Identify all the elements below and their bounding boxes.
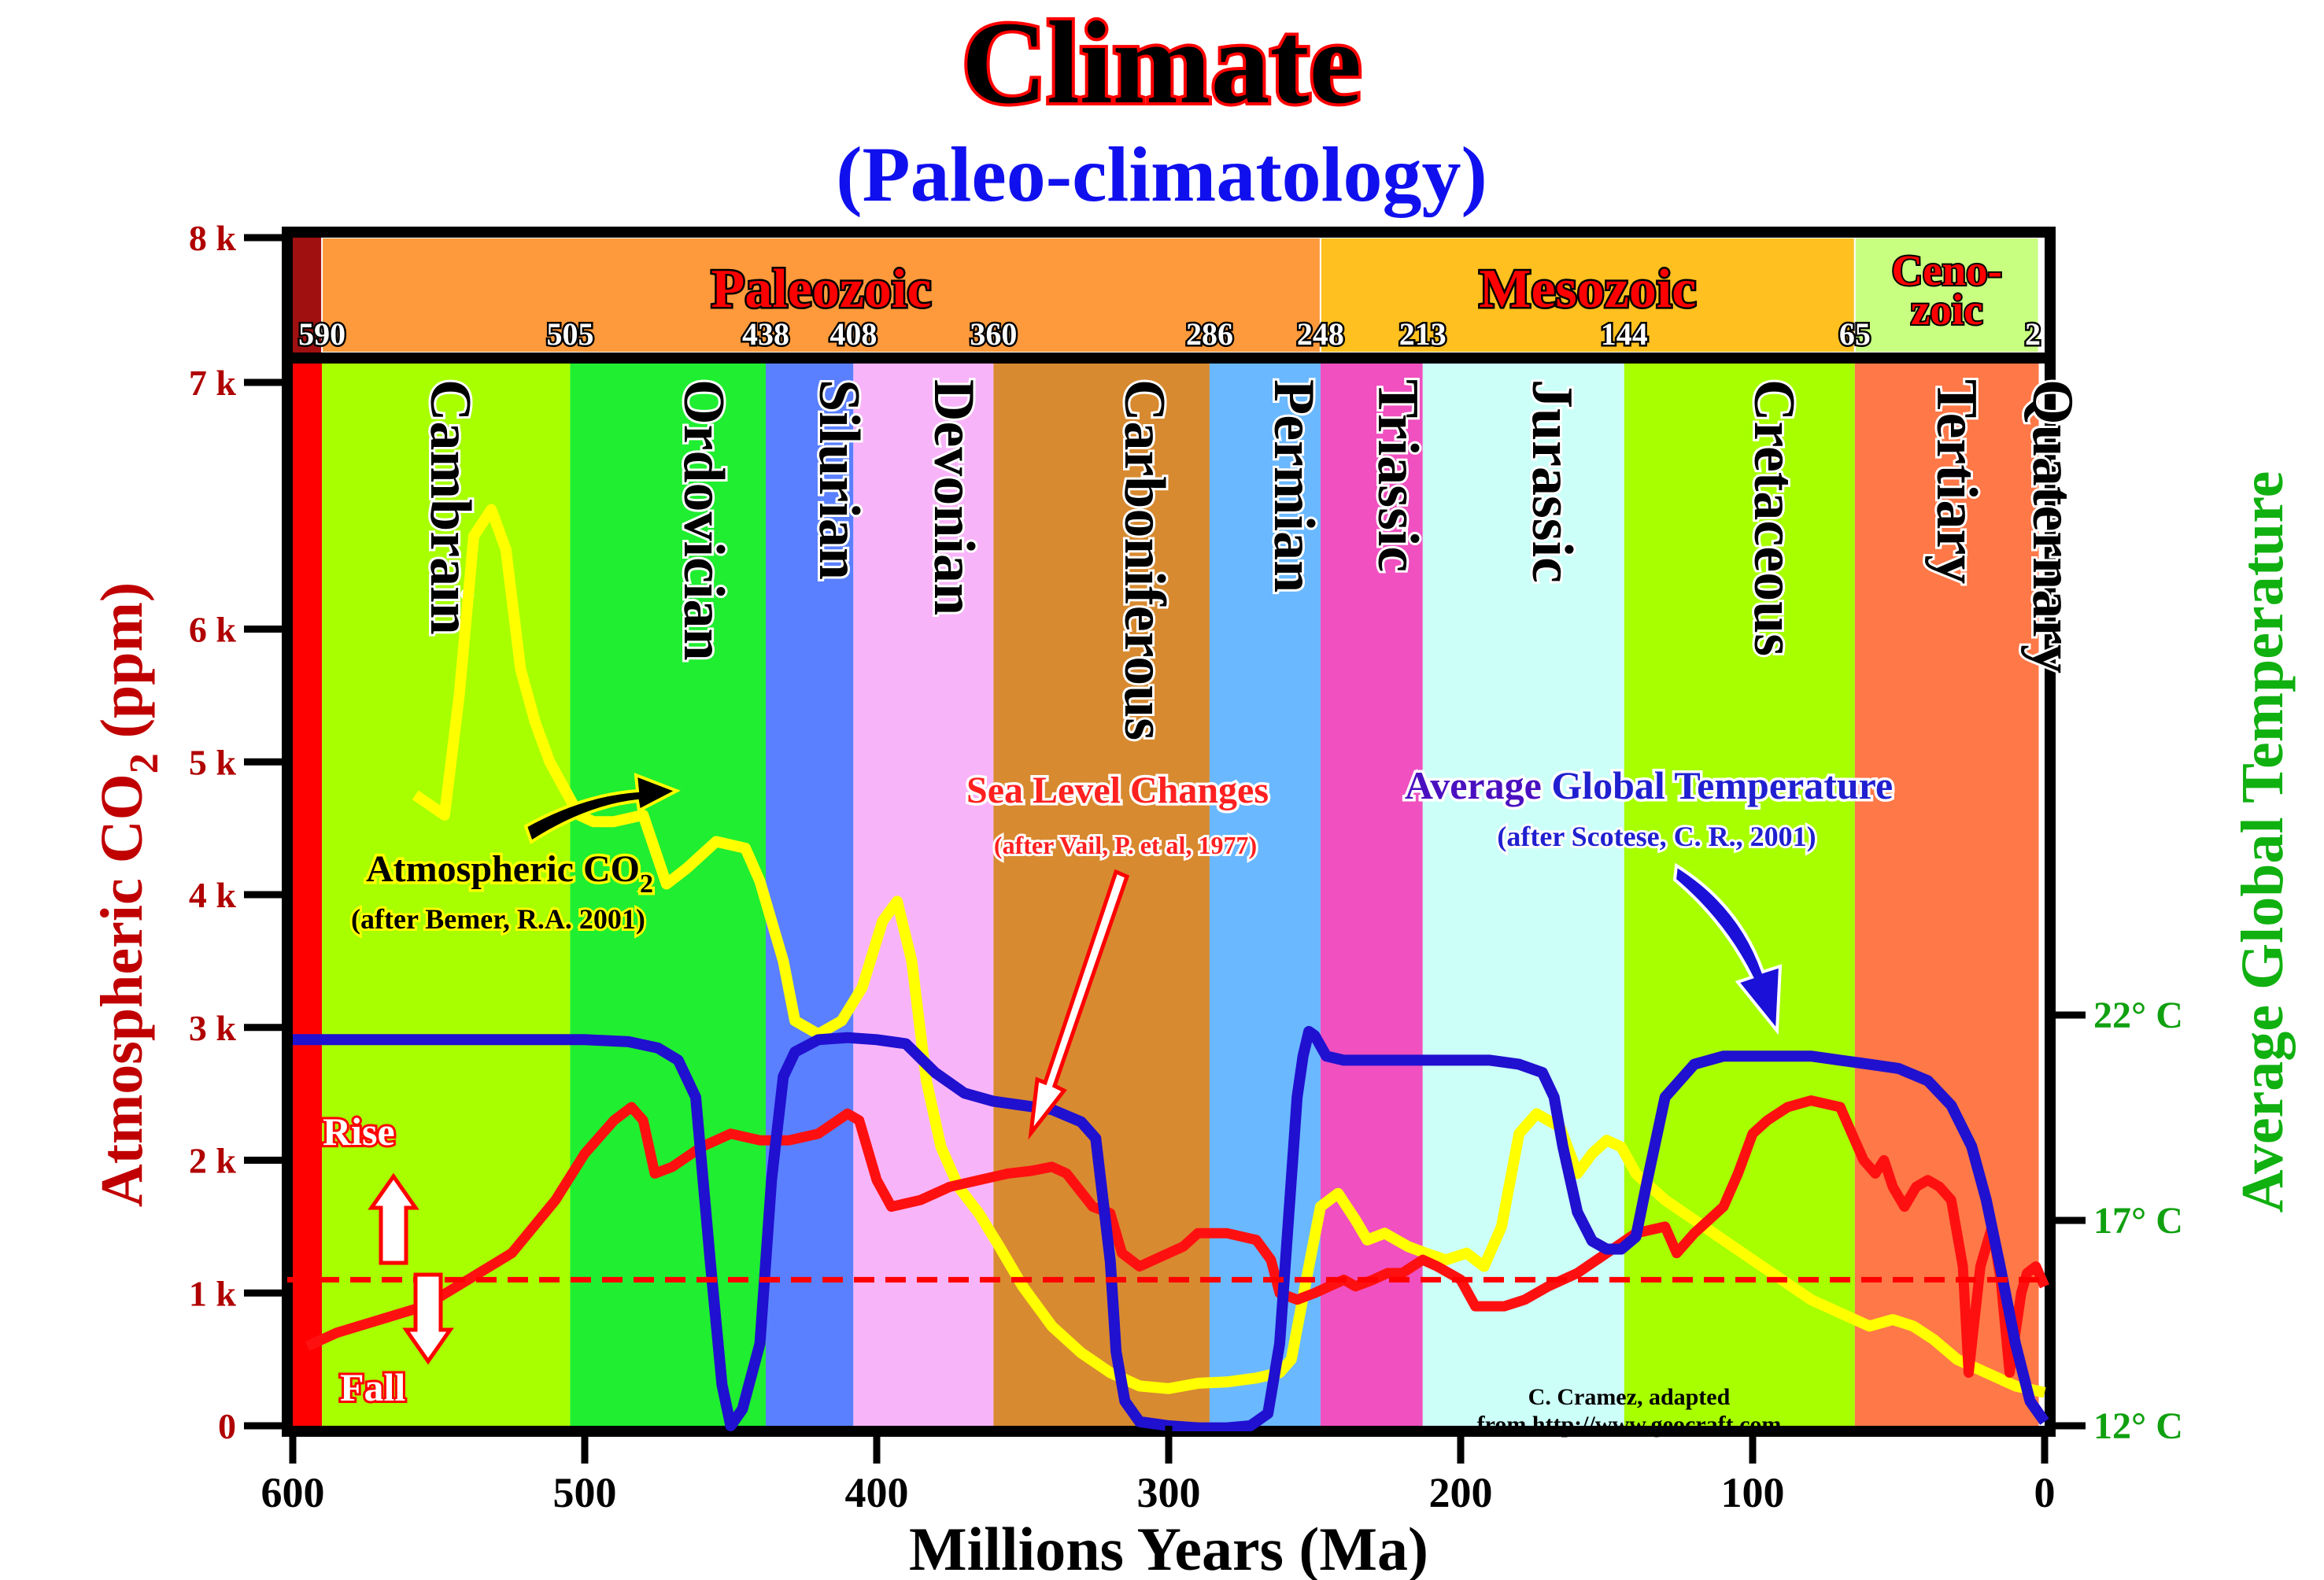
y-tick-label-1: 1 k: [189, 1273, 237, 1313]
era-tick-3: 408: [829, 316, 877, 352]
co2-arrow-icon: [523, 772, 681, 845]
x-tick-label-0: 600: [261, 1469, 325, 1516]
x-tick-label-3: 300: [1137, 1469, 1201, 1516]
era-tick-8: 144: [1601, 316, 1648, 352]
era-0: [321, 237, 1321, 353]
era-label-2a: Ceno-: [1891, 246, 2002, 294]
era-2: [1853, 237, 2040, 353]
temp-annotation: Average Global Temperature (after Scotes…: [1402, 761, 1896, 1035]
y-tick-label-4: 4 k: [189, 875, 237, 915]
period-band-8: [1624, 364, 1855, 1426]
period-label-8: Cretaceous: [1742, 379, 1806, 656]
temp-arrow-icon: [1672, 862, 1783, 1035]
period-band-1: [570, 364, 767, 1426]
x-tick-label-6: 0: [2034, 1469, 2056, 1516]
era-tick-0: 590: [298, 316, 345, 352]
period-labels: Cambrain Ordovician Silurian Devonian Carbon…: [416, 377, 2087, 743]
sea-annotation: Sea Level Changes (after Vail, P. et al,…: [964, 767, 1272, 1140]
y-axis-left-title: Atmospheric CO2 (ppm): [89, 582, 167, 1207]
rise-arrow-icon: [368, 1172, 419, 1265]
credit-source: from http://www.geocraft.com: [1477, 1412, 1782, 1438]
period-label-5: Permian: [1262, 379, 1326, 592]
era-tick-5: 286: [1186, 316, 1233, 352]
y-tick-label-2: 2 k: [189, 1141, 237, 1181]
sea-source: (after Vail, P. et al, 1977): [994, 831, 1257, 859]
x-tick-label-4: 200: [1429, 1469, 1493, 1516]
period-band-3: [853, 364, 994, 1426]
y-tick-label-8: 8 k: [189, 218, 237, 258]
co2-source: (after Bemer, R.A. 2001): [351, 903, 645, 935]
sea-level-line: [305, 1095, 2049, 1378]
y-tick-label-3: 3 k: [189, 1008, 237, 1048]
era-label-2b: zoic: [1911, 286, 1983, 334]
y-axis-right-title: Average Global Temperature: [2230, 471, 2296, 1213]
period-band-0: [322, 364, 571, 1426]
right-tick-label-2: 12° C: [2093, 1405, 2183, 1447]
era-band: Paleozoic Mesozoic Ceno-zoic: [293, 237, 2045, 353]
temp-label-a: Average: [1405, 763, 1542, 807]
right-tick-label-0: 22° C: [2093, 995, 2183, 1036]
period-label-7: Jurassic: [1520, 379, 1584, 583]
right-tick-label-1: 17° C: [2093, 1200, 2183, 1242]
period-label-1: Ordovician: [671, 379, 736, 661]
era-tick-2: 438: [742, 316, 789, 352]
period-label-9: Tertiary: [1924, 379, 1989, 584]
era-tick-9: 65: [1839, 316, 1871, 352]
period-label-2: Silurian: [807, 379, 871, 580]
era-quaternary: [2038, 238, 2045, 353]
era-tick-7: 213: [1399, 316, 1446, 352]
x-tick-label-5: 100: [1721, 1469, 1785, 1516]
fall-arrow-icon: [402, 1272, 454, 1365]
rise-label: Rise: [323, 1109, 395, 1154]
sea-label: Sea Level Changes: [966, 770, 1269, 811]
y-tick-label-7: 7 k: [189, 363, 237, 403]
x-axis-title: Millions Years (Ma): [909, 1515, 1428, 1580]
era-tick-10: 2: [2025, 316, 2041, 352]
chart-title: Climate: [962, 0, 1362, 128]
era-label-0: Paleozoic: [711, 259, 932, 319]
era-tick-4: 360: [970, 316, 1017, 352]
y-tick-label-0: 0: [218, 1406, 236, 1446]
period-label-6: Triassic: [1365, 379, 1430, 572]
period-precambrian: [293, 364, 323, 1426]
credit: C. Cramez, adapted: [1528, 1384, 1731, 1410]
y-tick-label-6: 6 k: [189, 610, 237, 650]
period-band-10: [2038, 364, 2045, 1426]
y-axis-right: 22° C 17° C 12° C: [2045, 995, 2183, 1447]
co2-label: Atmospheric CO: [366, 848, 640, 890]
x-tick-label-1: 500: [553, 1469, 617, 1516]
era-ticks: 590 505 438 408 360 286 248 213 144 65 2: [297, 315, 2043, 354]
rise-fall-indicator: Rise Fall: [320, 1107, 454, 1412]
period-band-2: [766, 364, 854, 1426]
x-tick-label-2: 400: [845, 1469, 909, 1516]
svg-text:Average Global Temperature: Average Global Temperature: [1405, 763, 1893, 807]
era-label-1: Mesozoic: [1479, 259, 1696, 319]
svg-text:Atmospheric CO2: Atmospheric CO2: [366, 848, 653, 899]
temperature-line: [293, 1025, 2049, 1431]
temp-label-b: Global Temperature: [1542, 763, 1893, 807]
sea-arrow-icon: [1028, 869, 1130, 1140]
era-precambrian: [293, 238, 323, 353]
chart-subtitle: (Paleo-climatology): [836, 131, 1487, 218]
period-label-4: Carboniferous: [1112, 379, 1177, 740]
fall-label: Fall: [340, 1365, 405, 1409]
era-tick-6: 248: [1297, 316, 1344, 352]
y-axis-left: 0 1 k 2 k 3 k 4 k 5 k 6 k 7 k 8 k: [189, 218, 293, 1446]
period-label-3: Devonian: [922, 379, 986, 615]
period-band-7: [1422, 364, 1624, 1426]
co2-annotation: Atmospheric CO2 (after Bemer, R.A. 2001): [349, 772, 681, 937]
period-label-10: Quaternary: [2020, 379, 2085, 674]
temp-source: (after Scotese, C. R., 2001): [1497, 821, 1816, 852]
x-axis: 600 500 400 300 200 100 0: [261, 1426, 2056, 1516]
period-band-9: [1854, 364, 2039, 1426]
y-tick-label-5: 5 k: [189, 742, 237, 782]
era-tick-1: 505: [546, 316, 593, 352]
